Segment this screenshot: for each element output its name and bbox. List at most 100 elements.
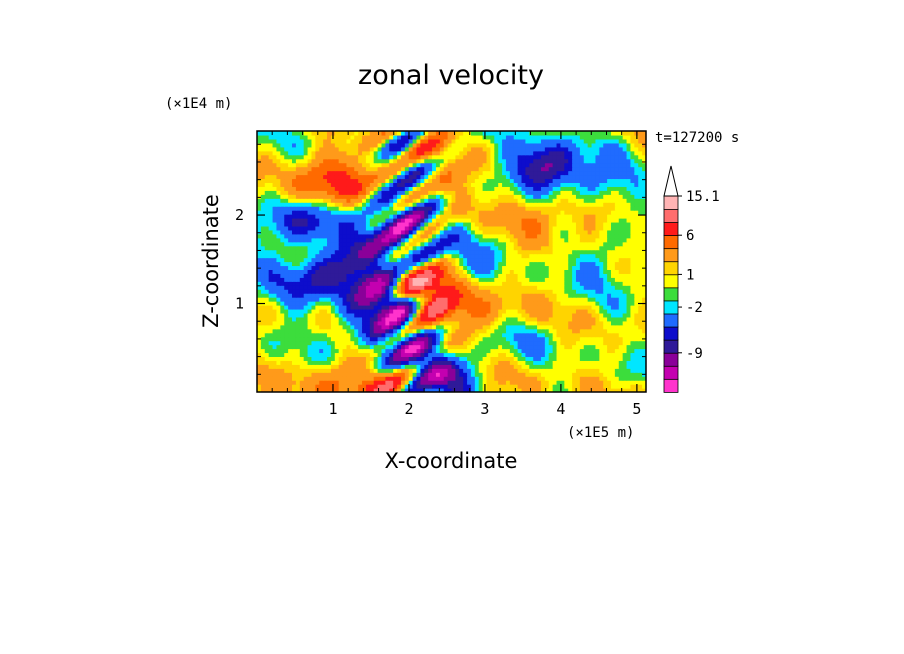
field-cell xyxy=(420,285,425,290)
field-cell xyxy=(397,269,402,274)
field-cell xyxy=(626,364,632,369)
field-cell xyxy=(346,312,351,318)
field-cell xyxy=(373,281,379,286)
field-cell xyxy=(284,265,289,270)
field-cell xyxy=(280,241,285,247)
field-cell xyxy=(467,202,472,207)
field-cell xyxy=(498,360,503,365)
field-cell xyxy=(455,218,460,223)
field-cell xyxy=(630,273,635,278)
field-cell xyxy=(397,380,402,385)
field-cell xyxy=(595,237,600,243)
field-cell xyxy=(614,388,620,392)
field-cell xyxy=(428,380,433,385)
field-cell xyxy=(381,340,386,346)
field-cell xyxy=(517,285,523,290)
field-cell xyxy=(490,332,495,338)
field-cell xyxy=(292,320,297,326)
field-cell xyxy=(330,265,336,270)
field-cell xyxy=(257,297,262,302)
field-cell xyxy=(607,388,612,392)
field-cell xyxy=(482,253,488,259)
field-cell xyxy=(373,194,379,199)
field-cell xyxy=(494,202,499,207)
field-cell xyxy=(319,285,324,290)
field-cell xyxy=(572,218,577,223)
field-cell xyxy=(303,225,309,231)
field-cell xyxy=(638,210,643,215)
field-cell xyxy=(365,360,371,365)
field-cell xyxy=(389,308,394,314)
field-cell xyxy=(365,214,371,219)
field-cell xyxy=(583,257,589,263)
field-cell xyxy=(572,301,577,306)
field-cell xyxy=(618,316,624,322)
field-cell xyxy=(330,332,336,338)
field-cell xyxy=(323,277,328,282)
field-cell xyxy=(432,332,437,338)
field-cell xyxy=(498,344,503,350)
field-cell xyxy=(568,388,573,392)
field-cell xyxy=(424,301,429,306)
field-cell xyxy=(587,277,593,282)
field-cell xyxy=(350,293,355,298)
field-cell xyxy=(315,281,320,286)
field-cell xyxy=(498,237,503,243)
field-cell xyxy=(342,364,348,369)
field-cell xyxy=(599,281,604,286)
field-cell xyxy=(350,380,355,385)
field-cell xyxy=(525,301,530,306)
field-cell xyxy=(537,198,542,203)
field-cell xyxy=(311,237,316,243)
field-cell xyxy=(369,384,375,389)
field-cell xyxy=(634,332,639,338)
field-cell xyxy=(630,206,635,211)
field-cell xyxy=(552,344,558,350)
field-cell xyxy=(505,221,511,227)
field-cell xyxy=(486,301,491,306)
field-cell xyxy=(622,210,628,215)
field-cell xyxy=(455,388,460,392)
field-cell xyxy=(505,336,511,342)
field-cell xyxy=(393,344,398,350)
field-cell xyxy=(467,233,472,239)
field-cell xyxy=(404,202,410,207)
field-cell xyxy=(428,376,433,381)
field-cell xyxy=(365,218,371,223)
field-cell xyxy=(614,360,620,365)
field-cell xyxy=(544,380,550,385)
field-cell xyxy=(323,202,328,207)
field-cell xyxy=(264,312,270,318)
field-cell xyxy=(389,225,394,231)
field-cell xyxy=(529,316,534,322)
field-cell xyxy=(455,320,460,326)
field-cell xyxy=(276,245,281,251)
field-cell xyxy=(544,281,550,286)
field-cell xyxy=(459,360,464,365)
field-cell xyxy=(381,241,386,247)
field-cell xyxy=(369,312,375,318)
field-cell xyxy=(280,297,285,302)
field-cell xyxy=(292,198,297,203)
field-cell xyxy=(583,305,589,310)
field-cell xyxy=(327,364,332,369)
field-cell xyxy=(276,320,281,326)
field-cell xyxy=(393,293,398,298)
field-cell xyxy=(587,194,593,199)
field-cell xyxy=(362,348,367,354)
field-cell xyxy=(642,285,646,290)
field-cell xyxy=(424,261,429,267)
field-cell xyxy=(467,289,472,294)
field-cell xyxy=(583,198,589,203)
field-cell xyxy=(268,356,274,361)
field-cell xyxy=(311,356,316,361)
field-cell xyxy=(505,257,511,263)
field-cell xyxy=(490,265,495,270)
field-cell xyxy=(284,332,289,338)
field-cell xyxy=(268,316,274,322)
field-cell xyxy=(568,257,573,263)
field-cell xyxy=(607,269,612,274)
field-cell xyxy=(622,285,628,290)
field-cell xyxy=(560,388,565,392)
field-cell xyxy=(346,221,351,227)
